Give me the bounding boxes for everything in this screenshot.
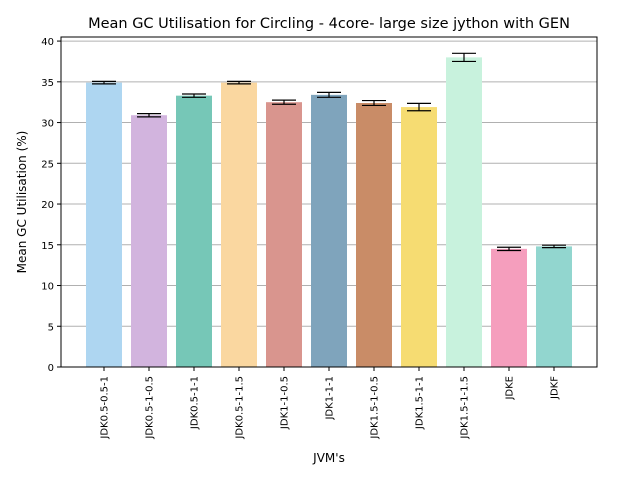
bar bbox=[356, 103, 392, 367]
bar bbox=[311, 94, 347, 367]
y-tick-label: 40 bbox=[41, 37, 54, 48]
bar bbox=[401, 107, 437, 368]
y-tick-label: 20 bbox=[41, 200, 54, 211]
x-axis: JDK0.5-0.5-1 JDK0.5-1-0.5 JDK0.5-1-1 JDK0.5… bbox=[100, 367, 561, 440]
bars bbox=[86, 57, 572, 368]
error-bars bbox=[92, 52, 566, 252]
plot-frame bbox=[60, 36, 598, 368]
y-tick-label: 15 bbox=[41, 241, 54, 252]
bar bbox=[131, 115, 167, 367]
x-tick-label: JDK0.5-1-0.5 bbox=[145, 376, 156, 440]
bar bbox=[176, 95, 212, 368]
x-tick-label: JDK0.5-0.5-1 bbox=[100, 376, 111, 440]
x-tick-label: JDK1.5-1-0.5 bbox=[370, 376, 381, 440]
bar bbox=[446, 57, 482, 368]
y-tick-label: 25 bbox=[41, 159, 54, 170]
bar bbox=[266, 102, 302, 368]
x-tick-label: JDK0.5-1-1.5 bbox=[235, 376, 246, 440]
x-tick-label: JDKF bbox=[550, 376, 561, 400]
bar bbox=[536, 246, 572, 367]
x-tick-label: JDK1.5-1-1.5 bbox=[460, 376, 471, 440]
y-axis: 0 5 10 15 20 25 30 35 40 bbox=[41, 37, 61, 374]
x-tick-label: JDK1-1-1 bbox=[325, 376, 336, 421]
y-axis-title: Mean GC Utilisation (%) bbox=[15, 131, 29, 274]
x-axis-title: JVM's bbox=[312, 451, 345, 465]
y-tick-label: 0 bbox=[48, 363, 54, 374]
x-tick-label: JDK0.5-1-1 bbox=[190, 376, 201, 430]
x-tick-label: JDKE bbox=[505, 376, 516, 401]
chart-title: Mean GC Utilisation for Circling - 4core… bbox=[88, 16, 570, 32]
y-tick-label: 35 bbox=[41, 78, 54, 89]
bar bbox=[221, 82, 257, 367]
bar bbox=[491, 248, 527, 367]
y-tick-label: 30 bbox=[41, 119, 54, 130]
x-tick-label: JDK1-1-0.5 bbox=[280, 376, 291, 430]
y-tick-label: 5 bbox=[48, 322, 54, 333]
x-tick-label: JDK1.5-1-1 bbox=[415, 376, 426, 430]
y-tick-label: 10 bbox=[41, 282, 54, 293]
bar bbox=[86, 82, 122, 367]
